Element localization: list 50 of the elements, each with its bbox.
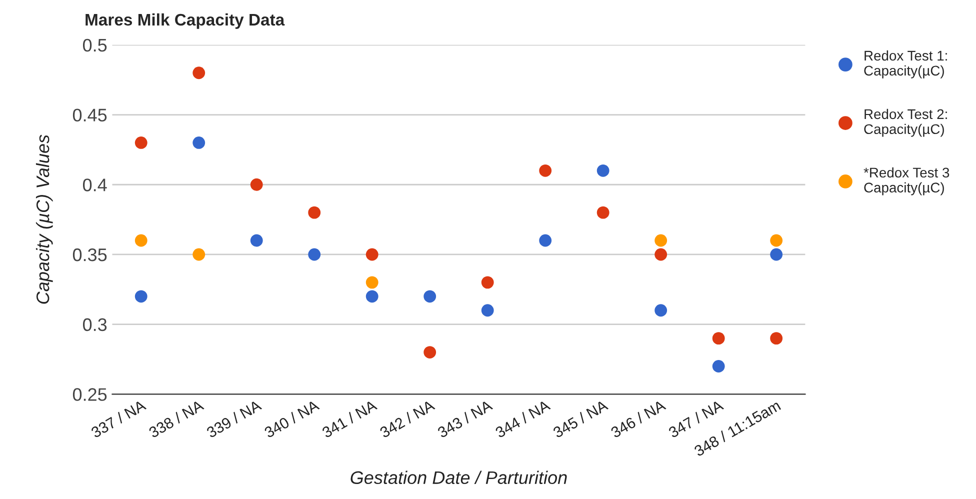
x-tick-label: 341 / NA [321, 399, 378, 438]
y-axis-title: Capacity (µC) Values [36, 134, 53, 304]
point [654, 234, 668, 247]
point [712, 332, 725, 345]
x-tick-label: 346 / NA [610, 399, 666, 438]
x-tick-label: 345 / NA [552, 399, 609, 438]
x-tick-label: 340 / NA [263, 399, 320, 438]
point [654, 248, 668, 261]
chart-title: Mares Milk Capacity Data [86, 13, 285, 29]
point [596, 206, 610, 219]
point [366, 248, 378, 261]
point [481, 304, 494, 317]
point [481, 276, 494, 289]
point [770, 332, 783, 345]
point [770, 248, 783, 261]
point [424, 346, 436, 359]
point [539, 234, 552, 247]
y-tick-label: 0.45 [72, 108, 107, 122]
point [134, 290, 148, 303]
point [770, 234, 783, 247]
x-tick-label: 342 / NA [378, 399, 436, 438]
y-tick-label: 0.25 [72, 388, 107, 401]
x-axis-title: Gestation Date / Parturition [350, 470, 567, 484]
y-tick-label: 0.35 [72, 248, 107, 262]
point [308, 248, 321, 261]
point [366, 276, 378, 289]
point [539, 164, 552, 177]
point [424, 290, 436, 303]
legend-label: *Redox Test 3 Capacity(µC) [864, 167, 950, 196]
legend-label: Redox Test 1: Capacity(µC) [864, 50, 947, 78]
x-tick-label: 339 / NA [206, 399, 262, 438]
legend-label: Redox Test 2: Capacity(µC) [864, 108, 947, 137]
point [366, 290, 378, 303]
point [192, 248, 206, 261]
point [308, 206, 321, 219]
y-tick-label: 0.4 [82, 178, 107, 192]
point [654, 304, 668, 317]
y-tick-label: 0.3 [82, 318, 107, 332]
x-tick-label: 343 / NA [436, 399, 494, 438]
point [250, 178, 263, 191]
point [134, 234, 148, 247]
point [134, 136, 148, 149]
point [712, 360, 725, 372]
point [250, 234, 263, 247]
point [192, 136, 206, 149]
point [192, 66, 206, 80]
point [596, 164, 610, 177]
x-tick-label: 338 / NA [148, 399, 204, 438]
x-tick-label: 344 / NA [494, 399, 551, 438]
y-tick-label: 0.5 [82, 38, 107, 52]
